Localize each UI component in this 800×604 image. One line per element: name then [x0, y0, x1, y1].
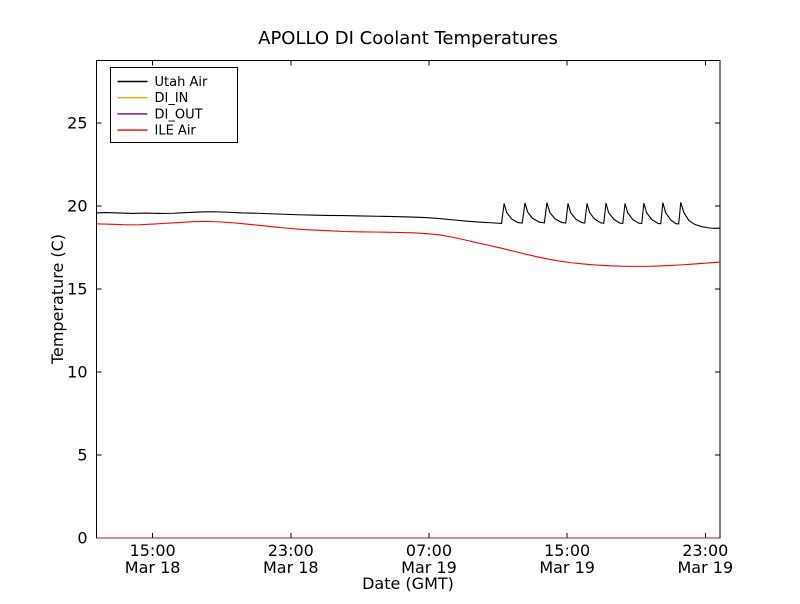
x-tick-label-time: 15:00	[130, 541, 176, 560]
legend-label-ile-air: ILE Air	[155, 124, 197, 139]
x-tick-label-date: Mar 18	[125, 558, 181, 577]
legend-label-utah-air: Utah Air	[155, 75, 208, 90]
x-tick-label-date: Mar 18	[263, 558, 319, 577]
y-tick-label: 0	[77, 529, 87, 548]
y-tick-label: 25	[67, 113, 87, 132]
x-tick-label-date: Mar 19	[677, 558, 733, 577]
x-tick-label-time: 15:00	[544, 541, 590, 560]
y-tick-label: 5	[77, 445, 87, 464]
series-line-ile-air	[96, 220, 721, 267]
y-tick-label: 10	[67, 362, 87, 381]
x-tick-label-time: 23:00	[268, 541, 314, 560]
legend-label-di-out: DI_OUT	[155, 107, 203, 122]
legend-label-di-in: DI_IN	[155, 91, 189, 106]
x-tick-label-time: 23:00	[682, 541, 728, 560]
chart-title: APOLLO DI Coolant Temperatures	[258, 28, 558, 49]
series-line-utah-air	[96, 202, 721, 229]
x-tick-label-date: Mar 19	[539, 558, 595, 577]
x-axis-label: Date (GMT)	[362, 574, 454, 593]
y-tick-label: 15	[67, 279, 87, 298]
y-tick-label: 20	[67, 196, 87, 215]
x-tick-label-date: Mar 19	[401, 558, 457, 577]
x-tick-label-time: 07:00	[406, 541, 452, 560]
y-axis-label: Temperature (C)	[48, 234, 67, 365]
